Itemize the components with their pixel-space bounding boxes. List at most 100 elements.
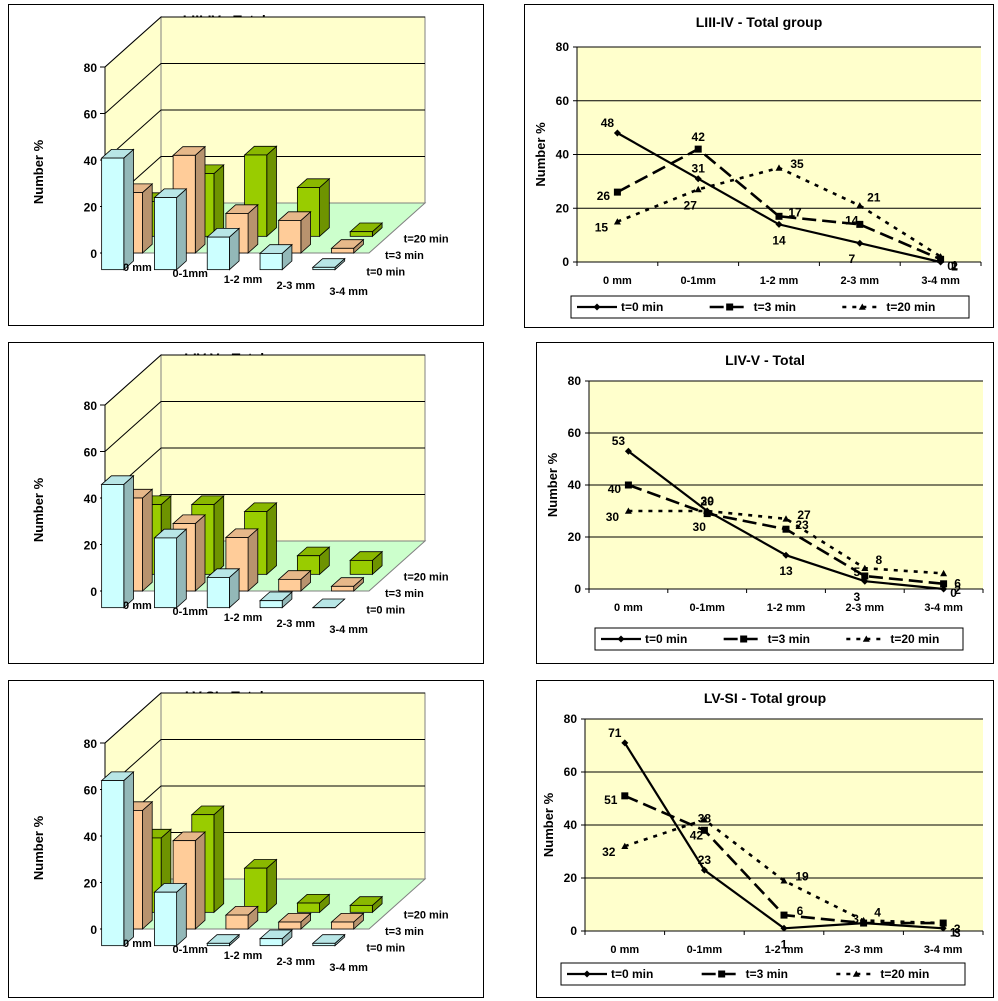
x-tick-label: 2-3 mm bbox=[277, 956, 316, 968]
data-point bbox=[621, 842, 629, 849]
data-label: 15 bbox=[595, 221, 609, 235]
data-point bbox=[937, 253, 945, 260]
bar-front bbox=[259, 938, 283, 947]
bar-side bbox=[319, 177, 330, 238]
x-tick-label: 3-4 mm bbox=[329, 962, 368, 974]
legend-marker bbox=[862, 635, 870, 642]
y-tick-label: 0 bbox=[570, 924, 577, 938]
data-point bbox=[624, 447, 632, 455]
chart-panel-liv-v-line: LIV-V - Total 0 20 40 60 80 0 mm 0-1mm 1-2 mm 2-3… bbox=[536, 342, 994, 664]
y-tick-label: 0 bbox=[574, 582, 581, 596]
bar-front bbox=[259, 252, 283, 271]
bar-front bbox=[101, 484, 125, 609]
data-point bbox=[624, 481, 632, 489]
bar-front bbox=[349, 559, 373, 575]
bar-front bbox=[331, 585, 355, 592]
y-tick-label: 0 bbox=[90, 923, 97, 937]
chart-title: LIII-IV - Total group bbox=[696, 14, 823, 30]
legend-item: t=20 min bbox=[846, 632, 939, 646]
data-label: 30 bbox=[693, 520, 707, 534]
y-tick-label: 80 bbox=[84, 737, 98, 751]
series-depth-label: t=20 min bbox=[404, 571, 449, 583]
legend-item: t=0 min bbox=[577, 300, 663, 314]
data-label: 32 bbox=[602, 845, 616, 859]
data-point bbox=[856, 220, 864, 228]
y-tick-label: 0 bbox=[90, 247, 97, 261]
bar-front bbox=[296, 902, 320, 913]
bar-t-0-min-1 bbox=[153, 882, 188, 947]
bar-front bbox=[349, 904, 373, 913]
x-tick-label: 0 mm bbox=[123, 938, 152, 950]
legend-box bbox=[594, 627, 964, 651]
data-point bbox=[780, 924, 788, 932]
data-label: 53 bbox=[612, 434, 626, 448]
bar-side bbox=[176, 188, 187, 271]
data-point bbox=[613, 188, 621, 196]
gridline bbox=[104, 692, 425, 744]
bar-t-0-min-3 bbox=[258, 929, 293, 947]
bar-t-0-min-3 bbox=[258, 243, 293, 271]
data-label: 27 bbox=[684, 198, 698, 212]
y-tick-label: 80 bbox=[556, 40, 570, 54]
data-point bbox=[694, 175, 702, 183]
legend-label: t=0 min bbox=[621, 300, 663, 314]
data-point bbox=[700, 826, 708, 834]
data-point bbox=[775, 220, 783, 228]
bar-front bbox=[154, 197, 178, 271]
data-label: 2 bbox=[954, 583, 961, 597]
y-tick-label: 80 bbox=[564, 712, 578, 726]
bar-t-3-min-4 bbox=[330, 238, 365, 254]
data-point bbox=[703, 507, 711, 514]
bar-side bbox=[213, 805, 225, 914]
bar-side bbox=[247, 528, 259, 592]
data-point bbox=[700, 866, 708, 874]
bar-t-0-min-4 bbox=[311, 933, 346, 947]
y-tick-label: 0 bbox=[90, 585, 97, 599]
bar-front bbox=[154, 537, 178, 609]
x-tick-label: 0-1mm bbox=[172, 944, 208, 956]
chart-panel-liii-iv-3d: LIII-IV - Total groupNumber %0204060800 … bbox=[8, 4, 484, 326]
data-point bbox=[861, 564, 869, 571]
bar-front bbox=[206, 236, 230, 271]
data-label: 4 bbox=[874, 905, 881, 919]
data-label: 17 bbox=[788, 205, 802, 219]
y-axis-title: Number % bbox=[31, 477, 46, 542]
data-label: 0 bbox=[947, 259, 954, 273]
data-point bbox=[861, 572, 869, 580]
x-tick-label: 2-3 mm bbox=[844, 944, 883, 956]
x-tick-label: 2-3 mm bbox=[846, 602, 885, 614]
data-label: 1 bbox=[781, 937, 788, 951]
data-label: 71 bbox=[608, 726, 622, 740]
data-point bbox=[694, 185, 702, 193]
x-tick-label: 3-4 mm bbox=[924, 944, 963, 956]
y-tick-label: 40 bbox=[556, 148, 570, 162]
data-label: 3 bbox=[852, 912, 859, 926]
bar-top bbox=[311, 934, 346, 944]
bar-side bbox=[176, 882, 187, 947]
bar-t-0-min-2 bbox=[206, 933, 241, 947]
data-point bbox=[694, 145, 702, 153]
series-depth-label: t=3 min bbox=[385, 588, 424, 600]
chart-panel-liii-iv-line: LIII-IV - Total group 0 20 40 60 80 0 mm 0-1mm 1… bbox=[524, 4, 994, 328]
legend-label: t=20 min bbox=[890, 632, 939, 646]
data-point bbox=[856, 239, 864, 247]
y-tick-label: 60 bbox=[84, 784, 98, 798]
data-label: 35 bbox=[790, 157, 804, 171]
bar-top bbox=[311, 598, 346, 609]
x-tick-label: 1-2 mm bbox=[224, 274, 263, 286]
data-label: 27 bbox=[797, 508, 811, 522]
y-tick-label: 80 bbox=[568, 374, 582, 388]
bar-t-3-min-2 bbox=[224, 905, 259, 930]
y-axis-title: Number % bbox=[545, 452, 560, 517]
y-tick-label: 20 bbox=[84, 539, 98, 553]
y-tick-label: 40 bbox=[84, 492, 98, 506]
legend-marker bbox=[583, 970, 591, 978]
data-label: 21 bbox=[867, 191, 881, 205]
data-point bbox=[613, 218, 621, 225]
y-tick-label: 0 bbox=[562, 255, 569, 269]
data-label: 48 bbox=[601, 116, 615, 130]
bar-side bbox=[142, 488, 153, 592]
bar-front bbox=[312, 942, 336, 947]
